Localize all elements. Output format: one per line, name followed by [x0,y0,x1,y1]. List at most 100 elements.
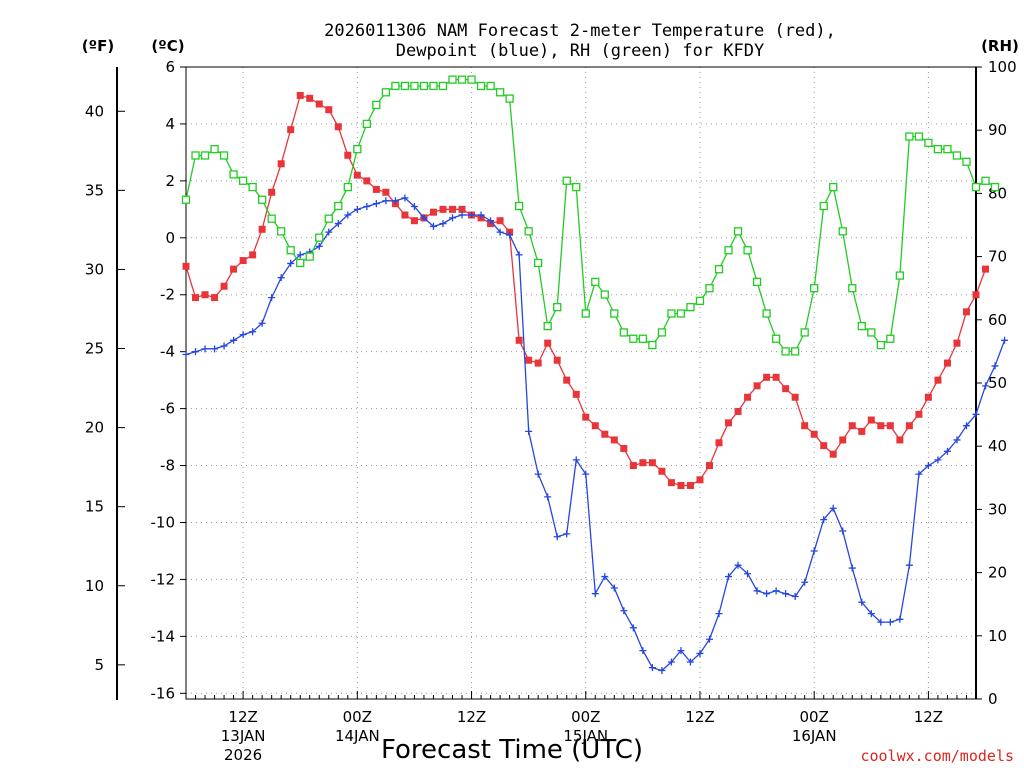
dewpoint-point [363,202,371,210]
rh-tick-label: 0 [988,690,998,708]
x-tick-label: 00Z [571,708,600,726]
temperature-point [572,390,580,398]
dewpoint-point [744,570,752,578]
dewpoint-point [848,564,856,572]
rh-point [733,227,743,236]
dewpoint-series [182,194,1009,675]
dewpoint-point [515,251,523,259]
rh-point [952,151,962,160]
dewpoint-point [249,328,257,336]
temperature-point [230,265,238,273]
rh-point [943,145,952,154]
dewpoint-point [715,610,723,618]
axes: 6420-2-4-6-8-10-12-14-164035302520151051… [85,58,1017,764]
rh-point [762,309,771,318]
rh-point [381,88,391,97]
dewpoint-point [287,259,295,267]
temperature-point [924,393,932,401]
rh-point [714,265,724,274]
rh-point [771,334,781,343]
rh-point [514,201,524,211]
x-tick-date-label: 14JAN [335,727,380,745]
rh-point [600,290,609,299]
celsius-tick-label: 6 [165,58,175,76]
rh-point [400,81,410,91]
temperature-series [182,91,990,489]
rh-point [695,296,705,305]
rh-point [724,246,733,255]
dewpoint-point [896,615,904,623]
temperature-point [363,177,371,185]
dewpoint-point [648,664,656,672]
dewpoint-point [601,573,609,581]
fahrenheit-tick-label: 10 [85,577,104,595]
dewpoint-point [325,228,333,236]
temperature-point [820,442,828,450]
rh-point [752,277,762,287]
dewpoint-point [962,422,970,430]
rh-point [334,201,343,211]
rh-point [610,309,619,318]
temperature-point [877,422,885,430]
rh-point [248,182,257,192]
dewpoint-point [839,527,847,535]
rh-point [467,75,476,84]
dewpoint-point [534,470,542,478]
x-tick-date-label: 16JAN [792,727,837,745]
x-tick-label: 12Z [228,708,257,726]
rh-point [562,176,571,185]
rh-point [581,309,590,318]
dewpoint-point [429,222,437,230]
rh-point [524,227,533,236]
data-series [181,75,1009,675]
dewpoint-point [296,251,304,259]
rh-point [971,182,981,192]
dewpoint-point [734,561,742,569]
dewpoint-point [639,647,647,655]
rh-point [990,182,1000,192]
dewpoint-point [934,456,942,464]
rh-point [933,145,943,154]
x-axis-label: Forecast Time (UTC) [381,735,643,765]
rh-point [438,81,448,91]
temperature-point [382,188,390,196]
temperature-point [715,439,723,447]
dewpoint-point [858,598,866,606]
temperature-point [601,430,609,438]
dewpoint-point [487,217,495,225]
dewpoint-point [563,530,571,538]
celsius-tick-label: 2 [165,172,175,190]
temperature-point [239,257,247,265]
rh-point [410,81,419,91]
dewpoint-point [905,561,913,569]
dewpoint-point [506,231,514,239]
rh-point [981,176,990,185]
rh-point [876,340,885,350]
temperature-point [648,459,656,467]
rh-tick-label: 40 [988,437,1007,455]
rh-point [391,81,400,91]
temperature-point [667,479,675,487]
dewpoint-point [810,547,818,555]
rh-point [819,201,828,211]
temperature-point [410,217,418,225]
rh-line [185,78,996,353]
temperature-point [848,422,856,430]
temperature-point [534,359,542,367]
rh-point [781,347,790,356]
dewpoint-point [982,382,990,390]
dewpoint-point [629,624,637,632]
dewpoint-point [582,470,590,478]
dewpoint-point [972,410,980,418]
dewpoint-point [877,618,885,626]
celsius-tick-label: -16 [151,684,176,702]
plot-frame [185,66,977,700]
temperature-point [582,413,590,421]
credit-label: coolwx.com/models [860,747,1014,765]
temperature-point [953,339,961,347]
rh-point [657,328,667,337]
temperature-point [782,385,790,393]
dewpoint-point [886,618,894,626]
fahrenheit-tick-label: 30 [85,260,104,278]
celsius-tick-label: -2 [160,286,175,304]
